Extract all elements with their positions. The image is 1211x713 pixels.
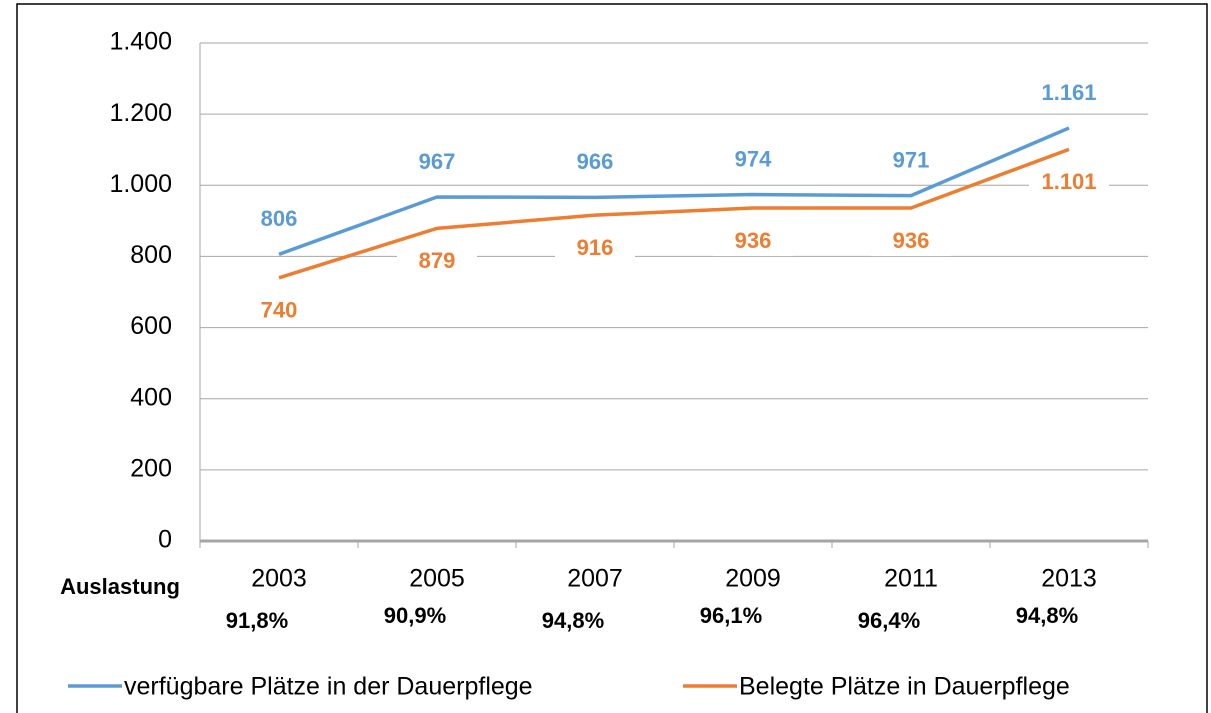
chart-frame xyxy=(16,3,1208,713)
utilization-value: 90,9% xyxy=(384,603,446,628)
data-label-bg xyxy=(1029,80,1109,109)
y-tick-label: 0 xyxy=(158,526,172,554)
data-label-bg xyxy=(871,228,951,257)
legend-label: verfügbare Plätze in der Dauerpflege xyxy=(124,673,533,701)
series-line xyxy=(278,126,1070,256)
data-label-bg xyxy=(397,149,477,178)
utilization-label: Auslastung xyxy=(60,574,180,599)
y-tick-label: 400 xyxy=(130,383,172,411)
data-label: 966 xyxy=(577,149,614,174)
data-label: 974 xyxy=(735,146,772,171)
data-label-bg xyxy=(239,206,319,235)
data-label-bg xyxy=(555,235,635,264)
utilization-value: 96,4% xyxy=(858,608,920,633)
data-label-bg xyxy=(713,146,793,175)
utilization-value: 91,8% xyxy=(226,608,288,633)
data-label-bg xyxy=(555,149,635,178)
data-label: 806 xyxy=(261,206,298,231)
x-tick-label: 2011 xyxy=(884,565,938,593)
data-label: 971 xyxy=(893,147,930,172)
data-label: 916 xyxy=(577,235,614,260)
x-tick-label: 2009 xyxy=(725,565,781,593)
y-tick-label: 600 xyxy=(130,312,172,340)
data-label-bg xyxy=(713,228,793,257)
data-label: 1.161 xyxy=(1041,80,1096,105)
y-tick-label: 1.400 xyxy=(109,28,172,56)
x-tick-label: 2003 xyxy=(251,565,307,593)
x-tick-label: 2005 xyxy=(409,565,465,593)
y-tick-label: 1.200 xyxy=(109,99,172,127)
y-tick-label: 1.000 xyxy=(109,170,172,198)
data-label: 740 xyxy=(261,298,298,323)
utilization-value: 96,1% xyxy=(700,603,762,628)
x-tick-label: 2013 xyxy=(1041,565,1097,593)
legend-label: Belegte Plätze in Dauerpflege xyxy=(739,673,1070,701)
y-tick-label: 800 xyxy=(130,241,172,269)
utilization-value: 94,8% xyxy=(1016,603,1078,628)
data-label-bg xyxy=(239,297,319,326)
data-label: 967 xyxy=(419,149,456,174)
data-label: 879 xyxy=(419,248,456,273)
data-label-bg xyxy=(871,147,951,176)
data-label: 1.101 xyxy=(1041,169,1096,194)
y-tick-label: 200 xyxy=(130,454,172,482)
data-label-bg xyxy=(397,248,477,277)
data-label: 936 xyxy=(735,228,772,253)
series-line xyxy=(278,147,1070,280)
x-tick-label: 2007 xyxy=(567,565,623,593)
utilization-value: 94,8% xyxy=(542,608,604,633)
data-label: 936 xyxy=(893,228,930,253)
data-label-bg xyxy=(1029,169,1109,198)
